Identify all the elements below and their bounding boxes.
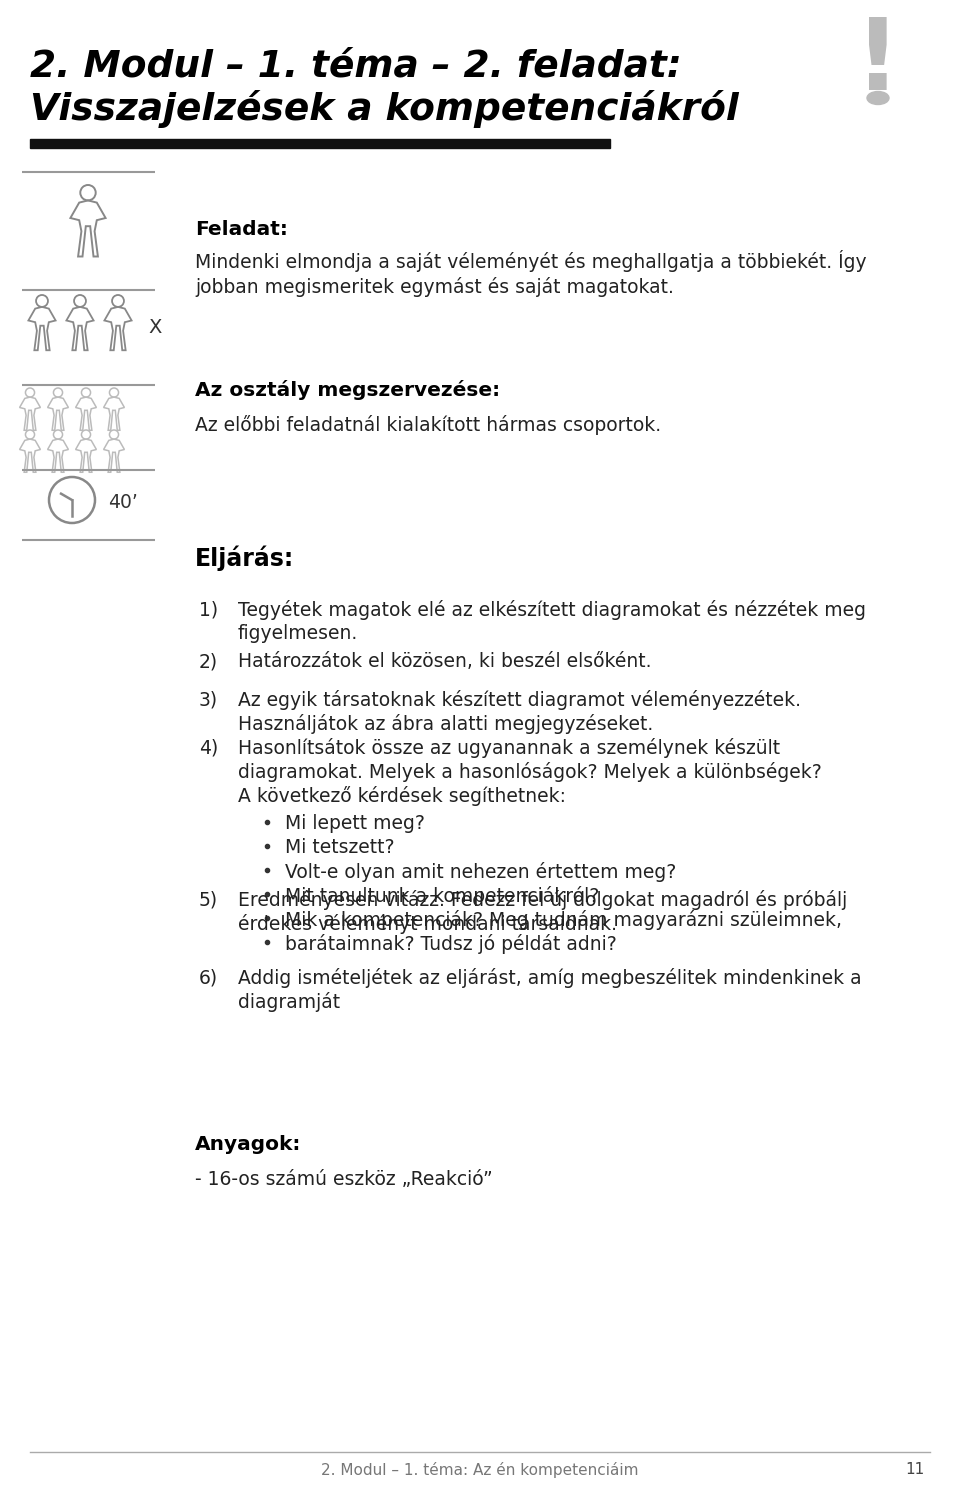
Text: 2. Modul – 1. téma: Az én kompetenciáim: 2. Modul – 1. téma: Az én kompetenciáim xyxy=(322,1462,638,1478)
Text: Használjátok az ábra alatti megjegyzéseket.: Használjátok az ábra alatti megjegyzések… xyxy=(238,714,653,735)
Text: Az előbbi feladatnál kialakított hármas csoportok.: Az előbbi feladatnál kialakított hármas … xyxy=(195,415,661,435)
Text: Visszajelzések a kompetenciákról: Visszajelzések a kompetenciákról xyxy=(30,90,739,127)
Text: Határozzátok el közösen, ki beszél elsőként.: Határozzátok el közösen, ki beszél elsők… xyxy=(238,652,652,672)
Text: Addig ismételjétek az eljárást, amíg megbeszélitek mindenkinek a: Addig ismételjétek az eljárást, amíg meg… xyxy=(238,968,862,988)
Text: Mi tetszett?: Mi tetszett? xyxy=(285,838,395,857)
Text: Tegyétek magatok elé az elkészített diagramokat és nézzétek meg: Tegyétek magatok elé az elkészített diag… xyxy=(238,600,866,621)
Text: 2. Modul – 1. téma – 2. feladat:: 2. Modul – 1. téma – 2. feladat: xyxy=(30,48,682,84)
Text: Az osztály megszervezése:: Az osztály megszervezése: xyxy=(195,381,500,400)
Text: figyelmesen.: figyelmesen. xyxy=(238,624,358,643)
Text: A következő kérdések segíthetnek:: A következő kérdések segíthetnek: xyxy=(238,785,566,806)
Text: érdekes véleményt mondani társaidnak.: érdekes véleményt mondani társaidnak. xyxy=(238,914,617,934)
Text: 3): 3) xyxy=(199,690,218,709)
Ellipse shape xyxy=(867,91,889,105)
Text: Eljárás:: Eljárás: xyxy=(195,546,295,571)
Text: X: X xyxy=(148,318,161,337)
Text: !: ! xyxy=(855,13,900,111)
Text: Hasonlítsátok össze az ugyanannak a személynek készült: Hasonlítsátok össze az ugyanannak a szem… xyxy=(238,738,780,758)
Text: barátaimnak? Tudsz jó példát adni?: barátaimnak? Tudsz jó példát adni? xyxy=(285,934,616,953)
Text: 11: 11 xyxy=(905,1462,925,1477)
Text: 6): 6) xyxy=(199,968,218,986)
Text: Mi lepett meg?: Mi lepett meg? xyxy=(285,814,425,833)
Text: Mindenki elmondja a saját véleményét és meghallgatja a többiekét. Így: Mindenki elmondja a saját véleményét és … xyxy=(195,250,867,271)
Text: 5): 5) xyxy=(199,890,218,908)
Text: Anyagok:: Anyagok: xyxy=(195,1135,301,1154)
Text: diagramokat. Melyek a hasonlóságok? Melyek a különbségek?: diagramokat. Melyek a hasonlóságok? Mely… xyxy=(238,761,822,782)
Text: 2): 2) xyxy=(199,652,218,672)
Text: - 16-os számú eszköz „Reakció”: - 16-os számú eszköz „Reakció” xyxy=(195,1171,492,1189)
Text: 4): 4) xyxy=(199,738,218,757)
Bar xyxy=(30,139,610,148)
Text: diagramját: diagramját xyxy=(238,992,340,1012)
Text: Feladat:: Feladat: xyxy=(195,220,288,238)
Text: 1): 1) xyxy=(199,600,218,619)
Text: Az egyik társatoknak készített diagramot véleményezzétek.: Az egyik társatoknak készített diagramot… xyxy=(238,690,801,711)
Text: Volt-e olyan amit nehezen értettem meg?: Volt-e olyan amit nehezen értettem meg? xyxy=(285,862,676,881)
Text: 40’: 40’ xyxy=(108,493,137,513)
Text: Eredményesen vitázz. Fedezz fel új dolgokat magadról és próbálj: Eredményesen vitázz. Fedezz fel új dolgo… xyxy=(238,890,848,910)
Text: Mik a kompetenciák? Meg tudnám magyarázni szüleimnek,: Mik a kompetenciák? Meg tudnám magyarázn… xyxy=(285,910,842,929)
Text: Mit tanultunk a kompetenciákról?: Mit tanultunk a kompetenciákról? xyxy=(285,886,599,905)
Text: jobban megismeritek egymást és saját magatokat.: jobban megismeritek egymást és saját mag… xyxy=(195,277,674,297)
